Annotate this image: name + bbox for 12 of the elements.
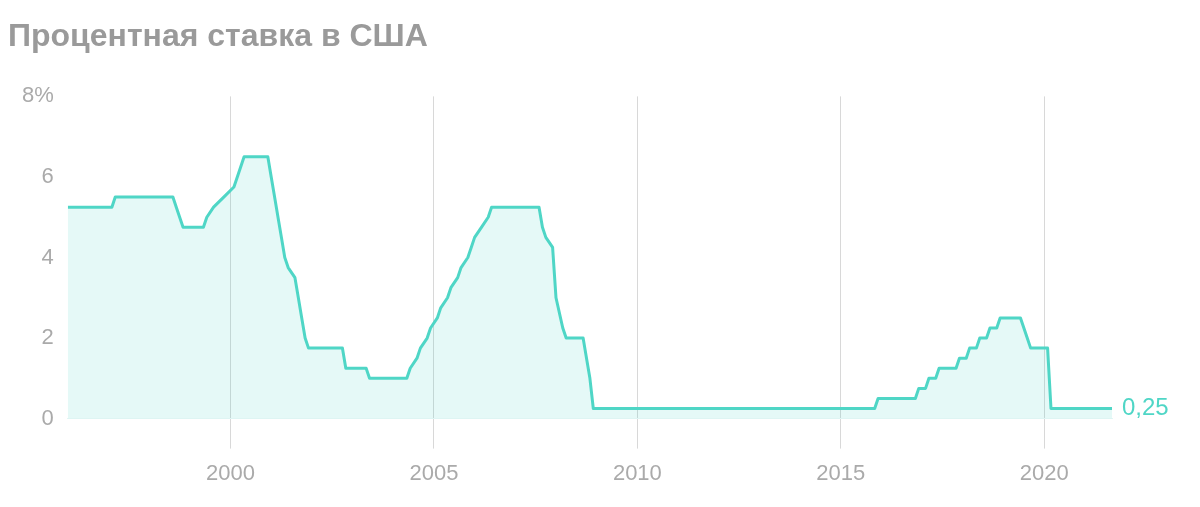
y-tick-label: 0	[41, 404, 54, 430]
x-tick-label: 2020	[1019, 459, 1069, 485]
x-tick-label: 2015	[816, 459, 866, 485]
x-tick-label: 2005	[409, 459, 459, 485]
y-tick-label: 6	[41, 163, 54, 189]
y-tick-label: 2	[41, 324, 54, 350]
chart-title: Процентная ставка в США	[8, 17, 428, 54]
x-tick-label: 2010	[612, 459, 662, 485]
y-tick-label: 8%	[22, 82, 54, 108]
x-tick-label: 2000	[206, 459, 256, 485]
y-tick-label: 4	[41, 243, 54, 269]
annotation: 0,25	[1122, 393, 1169, 421]
